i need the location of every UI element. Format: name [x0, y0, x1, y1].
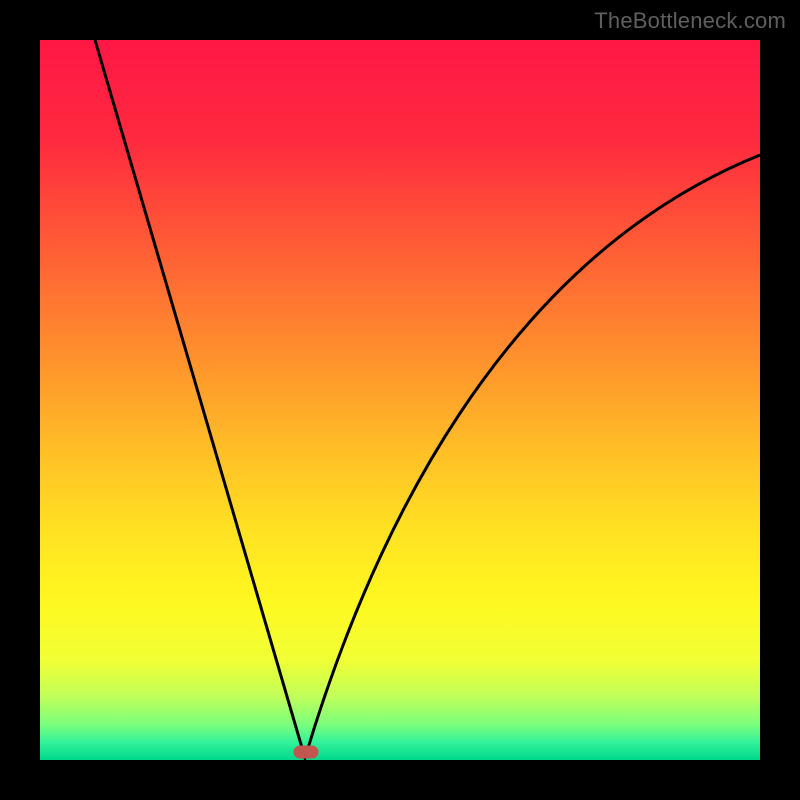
chart-canvas: TheBottleneck.com	[0, 0, 800, 800]
watermark-text: TheBottleneck.com	[594, 8, 786, 34]
bottleneck-chart	[0, 0, 800, 800]
plot-area	[40, 40, 760, 760]
minimum-marker	[294, 746, 318, 758]
